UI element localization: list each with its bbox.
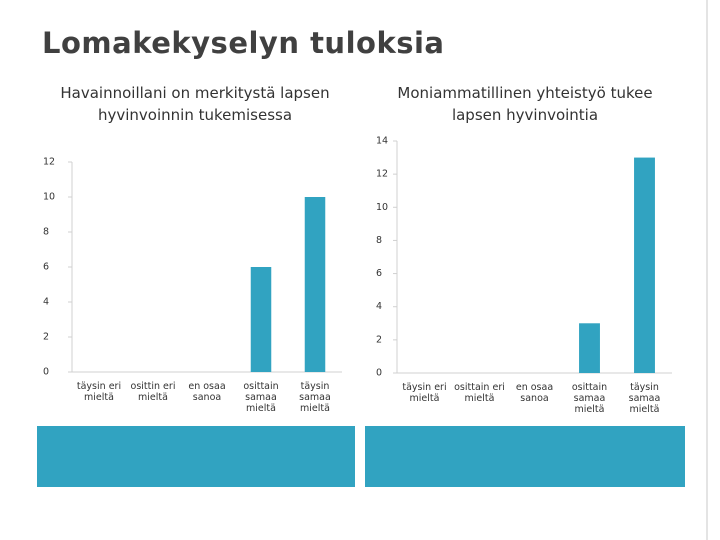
y-tick-label: 2 [376,334,382,345]
y-tick-label: 8 [43,227,49,238]
y-tick-label: 6 [43,262,49,273]
x-tick-label: osittin eri mieltä [130,381,176,403]
y-tick-label: 4 [376,301,382,312]
x-tick-label: täysin samaa mieltä [628,382,661,415]
y-tick-label: 0 [43,367,49,378]
y-tick-label: 10 [43,192,55,203]
y-tick-label: 12 [43,157,55,168]
x-tick-label: täysin eri mieltä [402,382,447,404]
chart-title: Havainnoillani on merkitystä lapsen hyvi… [60,84,330,124]
y-tick-label: 10 [376,202,388,213]
x-tick-label: en osaa sanoa [515,382,554,404]
bar [634,157,655,373]
y-tick-label: 4 [43,297,49,308]
y-tick-label: 14 [376,136,388,147]
x-tick-label: täysin samaa mieltä [299,381,331,414]
bar [304,197,326,372]
chart-title: Moniammatillinen yhteistyö tukee lapsen … [397,84,653,124]
footer-box [365,426,685,487]
y-tick-label: 2 [43,332,49,343]
x-tick-label: täysin eri mieltä [76,381,122,403]
footer-box [37,426,355,487]
y-tick-label: 0 [376,368,382,379]
x-tick-label: osittain samaa mieltä [243,381,279,414]
bar [579,323,600,373]
x-tick-label: osittain samaa mieltä [571,382,608,415]
y-tick-label: 6 [376,268,382,279]
x-tick-label: osittain eri mieltä [454,382,505,404]
y-tick-label: 8 [376,235,382,246]
slide-title: Lomakekyselyn tuloksia [42,26,445,60]
x-tick-label: en osaa sanoa [188,381,226,403]
bar [250,267,272,372]
y-tick-label: 12 [376,169,388,180]
